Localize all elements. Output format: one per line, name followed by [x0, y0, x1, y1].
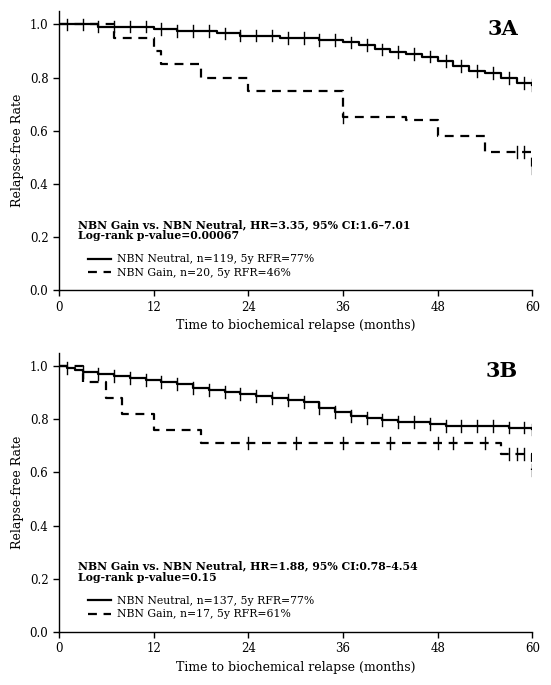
- Legend: NBN Neutral, n=119, 5y RFR=77%, NBN Gain, n=20, 5y RFR=46%: NBN Neutral, n=119, 5y RFR=77%, NBN Gain…: [83, 250, 318, 282]
- Legend: NBN Neutral, n=137, 5y RFR=77%, NBN Gain, n=17, 5y RFR=61%: NBN Neutral, n=137, 5y RFR=77%, NBN Gain…: [83, 592, 318, 624]
- Text: NBN Gain vs. NBN Neutral, HR=1.88, 95% CI:0.78–4.54: NBN Gain vs. NBN Neutral, HR=1.88, 95% C…: [78, 561, 418, 572]
- Y-axis label: Relapse-free Rate: Relapse-free Rate: [11, 94, 24, 208]
- Text: 3B: 3B: [486, 361, 518, 382]
- X-axis label: Time to biochemical relapse (months): Time to biochemical relapse (months): [176, 319, 415, 332]
- Text: 3A: 3A: [488, 19, 518, 40]
- Text: NBN Gain vs. NBN Neutral, HR=3.35, 95% CI:1.6–7.01: NBN Gain vs. NBN Neutral, HR=3.35, 95% C…: [78, 219, 410, 230]
- Y-axis label: Relapse-free Rate: Relapse-free Rate: [11, 436, 24, 549]
- X-axis label: Time to biochemical relapse (months): Time to biochemical relapse (months): [176, 661, 415, 674]
- Text: Log-rank p-value=0.15: Log-rank p-value=0.15: [78, 572, 217, 583]
- Text: Log-rank p-value=0.00067: Log-rank p-value=0.00067: [78, 230, 239, 241]
